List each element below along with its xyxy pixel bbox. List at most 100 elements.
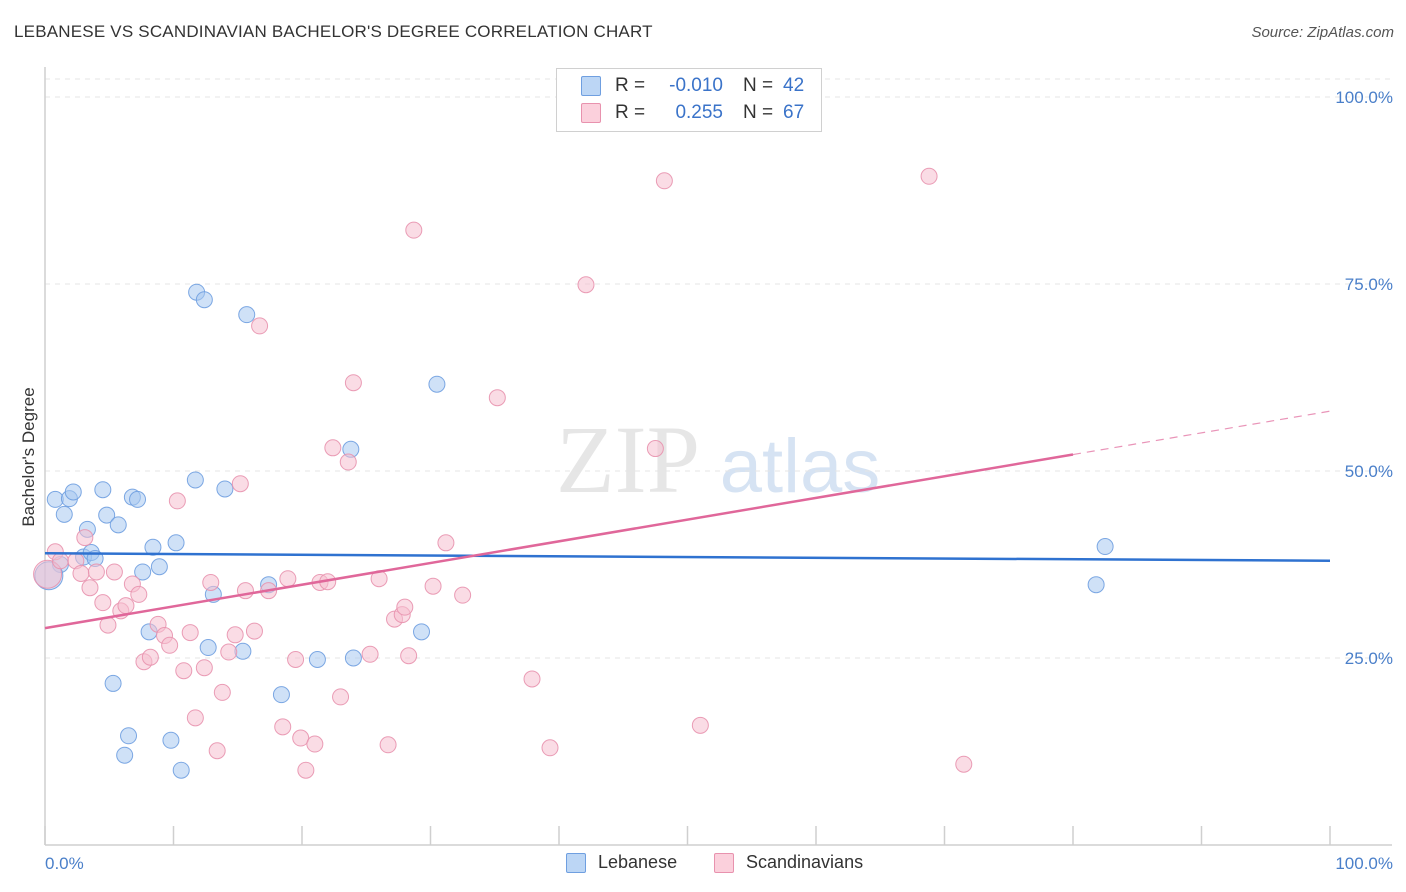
data-point bbox=[413, 623, 431, 641]
data-point bbox=[396, 598, 414, 616]
data-point bbox=[287, 650, 305, 668]
data-point bbox=[274, 718, 292, 736]
data-point bbox=[428, 375, 446, 393]
stats-legend: R = -0.010 N = 42 R = 0.255 N = 67 bbox=[556, 68, 822, 132]
series-swatch-lebanese bbox=[566, 852, 586, 873]
data-point bbox=[51, 552, 69, 570]
series-label-lebanese: Lebanese bbox=[598, 852, 678, 872]
trend-line bbox=[44, 552, 1331, 563]
data-point bbox=[105, 563, 123, 581]
chart-title: LEBANESE VS SCANDINAVIAN BACHELOR'S DEGR… bbox=[14, 22, 653, 41]
data-point bbox=[216, 480, 234, 498]
trend-line bbox=[44, 453, 1074, 630]
legend-r-value: 0.255 bbox=[675, 102, 723, 123]
x-tick-label: 0.0% bbox=[45, 854, 84, 873]
watermark: ZIP atlas bbox=[556, 406, 880, 513]
data-point bbox=[141, 648, 159, 666]
data-point bbox=[172, 761, 190, 779]
data-point bbox=[167, 534, 185, 552]
data-point bbox=[234, 642, 252, 660]
data-point bbox=[272, 686, 290, 704]
legend-n-label: N = bbox=[743, 75, 774, 96]
data-point bbox=[72, 564, 90, 582]
data-point bbox=[116, 746, 134, 764]
source-label: Source: ZipAtlas.com bbox=[1251, 24, 1394, 41]
data-points bbox=[33, 167, 1114, 779]
data-point bbox=[297, 761, 315, 779]
legend-n-label: N = bbox=[743, 102, 774, 123]
data-point bbox=[920, 167, 938, 185]
data-point bbox=[344, 649, 362, 667]
x-tick-labels: 0.0% 100.0% bbox=[45, 854, 1393, 873]
data-point bbox=[94, 594, 112, 612]
legend-r-label: R = bbox=[615, 75, 646, 96]
series-label-scandinavians: Scandinavians bbox=[746, 852, 864, 872]
data-point bbox=[424, 577, 442, 595]
series-lebanese bbox=[34, 283, 1114, 779]
data-point bbox=[186, 471, 204, 489]
y-tick-label: 25.0% bbox=[1345, 649, 1393, 668]
series-legend-lebanese[interactable]: Lebanese bbox=[566, 852, 677, 873]
data-point bbox=[226, 626, 244, 644]
data-point bbox=[361, 645, 379, 663]
gridlines bbox=[45, 78, 1392, 659]
series-legend-scandinavians[interactable]: Scandinavians bbox=[714, 852, 863, 873]
data-point bbox=[213, 683, 231, 701]
data-point bbox=[332, 688, 350, 706]
data-point bbox=[541, 739, 559, 757]
data-point bbox=[405, 221, 423, 239]
data-point bbox=[161, 636, 179, 654]
data-point bbox=[117, 597, 135, 615]
y-tick-label: 50.0% bbox=[1345, 462, 1393, 481]
data-point bbox=[251, 317, 269, 335]
data-point bbox=[199, 639, 217, 657]
data-point bbox=[220, 643, 238, 661]
legend-n-value: 42 bbox=[783, 75, 805, 96]
legend-row-lebanese: R = -0.010 N = 42 bbox=[581, 73, 804, 99]
data-point bbox=[437, 534, 455, 552]
legend-n-value: 67 bbox=[783, 102, 805, 123]
data-point bbox=[238, 306, 256, 324]
data-point bbox=[344, 374, 362, 392]
trend-line-extension bbox=[1072, 410, 1331, 456]
data-point bbox=[324, 439, 342, 457]
data-point bbox=[208, 742, 226, 760]
data-point bbox=[195, 291, 213, 309]
data-point bbox=[76, 529, 94, 547]
data-point bbox=[134, 563, 152, 581]
data-point bbox=[64, 483, 82, 501]
y-tick-labels: 25.0% 50.0% 75.0% 100.0% bbox=[1335, 88, 1393, 668]
legend-r-value: -0.010 bbox=[669, 75, 723, 96]
axes bbox=[44, 67, 1392, 846]
data-point bbox=[655, 172, 673, 190]
legend-r-label: R = bbox=[615, 102, 646, 123]
data-point bbox=[292, 729, 310, 747]
data-point bbox=[339, 453, 357, 471]
legend-swatch-lebanese bbox=[581, 76, 601, 96]
series-legend: Lebanese Scandinavians bbox=[0, 852, 1406, 878]
data-point bbox=[81, 579, 99, 597]
data-point bbox=[454, 586, 472, 604]
data-point bbox=[1096, 538, 1114, 556]
watermark-atlas: atlas bbox=[720, 424, 881, 509]
data-point bbox=[130, 585, 148, 603]
data-point bbox=[577, 276, 595, 294]
y-axis-label: Bachelor's Degree bbox=[19, 387, 38, 526]
data-point bbox=[691, 716, 709, 734]
data-point bbox=[104, 674, 122, 692]
data-point bbox=[150, 558, 168, 576]
data-point bbox=[488, 389, 506, 407]
data-point bbox=[306, 735, 324, 753]
data-point bbox=[379, 736, 397, 754]
data-point bbox=[109, 516, 127, 534]
data-point bbox=[308, 650, 326, 668]
data-point bbox=[168, 492, 186, 510]
series-scandinavians bbox=[33, 167, 973, 779]
data-point bbox=[181, 624, 199, 642]
data-point bbox=[523, 670, 541, 688]
legend-swatch-scandinavians bbox=[581, 103, 601, 123]
data-point bbox=[98, 506, 116, 524]
data-point bbox=[87, 563, 105, 581]
data-point bbox=[231, 475, 249, 493]
data-point bbox=[46, 490, 64, 508]
